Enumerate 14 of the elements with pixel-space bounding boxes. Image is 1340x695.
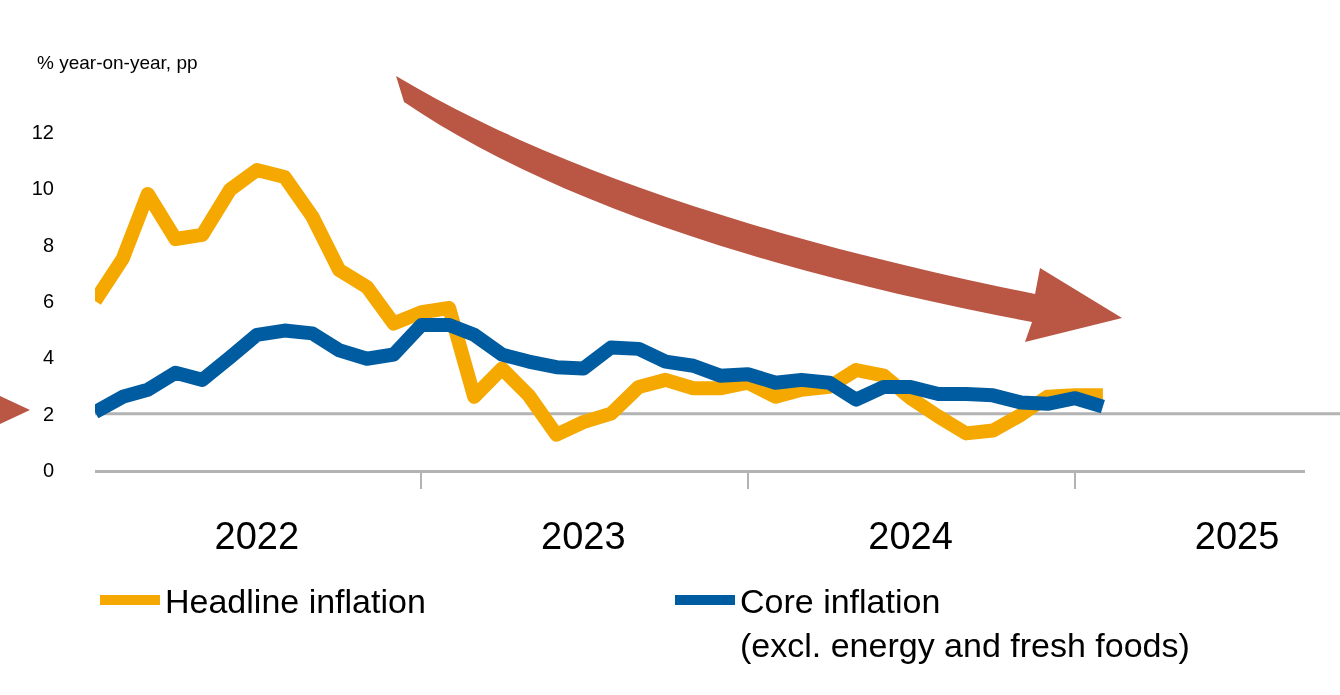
- legend-label: Core inflation (excl. energy and fresh foods): [740, 582, 1190, 665]
- y-axis-title: % year-on-year, pp: [37, 52, 198, 73]
- y-tick-label: 0: [42, 459, 54, 481]
- y-tick-label: 10: [31, 177, 54, 200]
- y-tick-label: 4: [42, 346, 54, 369]
- x-tick-label: 2024: [868, 514, 953, 557]
- y-tick-label: 6: [42, 290, 54, 312]
- x-tick-label: 2025: [1194, 514, 1280, 557]
- x-tick-label: 2022: [214, 514, 300, 557]
- y-tick-label: 12: [31, 121, 54, 143]
- x-tick-label: 2023: [541, 514, 626, 557]
- y-tick-label: 2: [42, 402, 54, 425]
- legend-label: Headline inflation: [165, 582, 426, 621]
- y-tick-label: 8: [42, 233, 54, 256]
